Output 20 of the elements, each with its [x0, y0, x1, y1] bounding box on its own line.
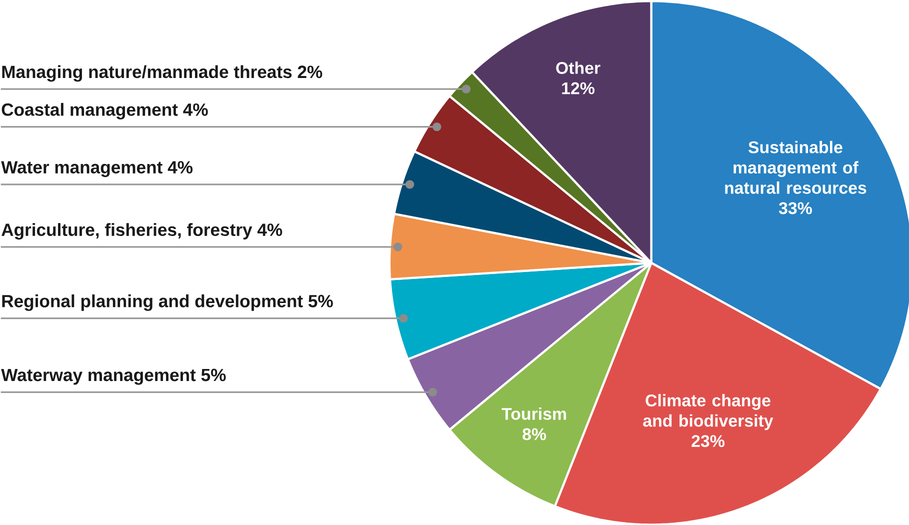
- slice-label: Sustainable management of natural resources: [725, 141, 866, 194]
- slice-label: Water management: [1, 161, 162, 178]
- data-label: 2%: [298, 66, 322, 78]
- data-label: 4%: [183, 104, 208, 116]
- slice-label: Waterway management: [1, 369, 196, 385]
- data-label: 5%: [201, 368, 226, 382]
- slice-label: Regional planning and development: [2, 294, 303, 312]
- data-label: 12%: [562, 82, 594, 94]
- data-label: 5%: [308, 295, 333, 308]
- data-label: 4%: [257, 224, 282, 236]
- slice-label: Agriculture, fisheries, forestry: [2, 223, 252, 240]
- slice-label: Tourism: [502, 408, 566, 420]
- data-label: 23%: [692, 435, 724, 448]
- data-label: 4%: [168, 161, 193, 174]
- slice-label: Managing nature/manmade threats: [2, 65, 292, 82]
- data-label: 33%: [778, 202, 812, 214]
- slice-label: Climate change and biodiversity: [643, 394, 774, 430]
- slice-label: Coastal management: [2, 103, 178, 120]
- data-label: 8%: [522, 428, 546, 440]
- slice-label: Other: [556, 62, 600, 74]
